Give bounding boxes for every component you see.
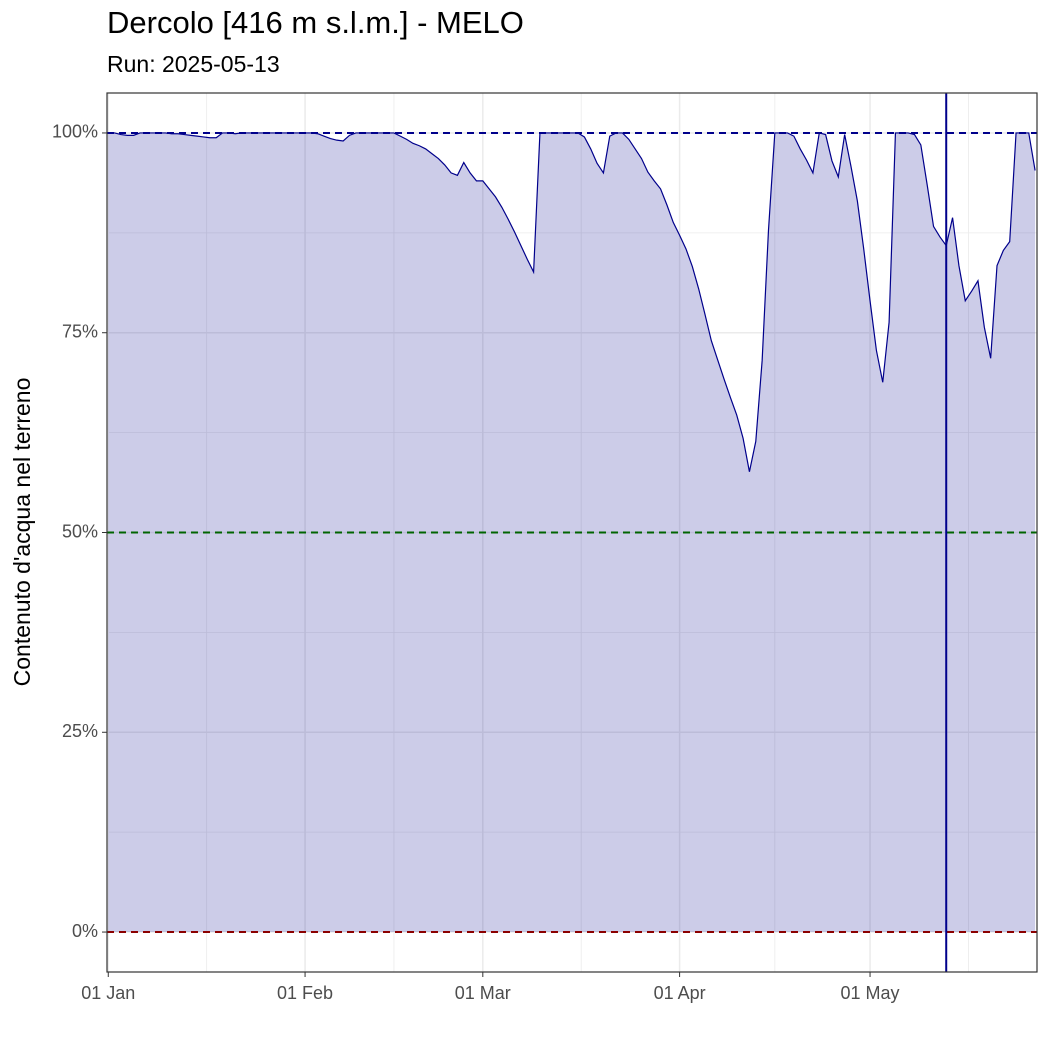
y-tick-label: 100% <box>52 122 98 142</box>
x-tick-label: 01 Mar <box>455 983 511 1003</box>
y-tick-label: 75% <box>62 321 98 341</box>
x-tick-label: 01 Apr <box>654 983 706 1003</box>
y-tick-label: 0% <box>72 921 98 941</box>
panel-border <box>106 92 1038 973</box>
x-tick-label: 01 Jan <box>81 983 135 1003</box>
y-tick-label: 50% <box>62 521 98 541</box>
x-tick-label: 01 May <box>841 983 900 1003</box>
x-tick-label: 01 Feb <box>277 983 333 1003</box>
y-axis-label: Contenuto d'acqua nel terreno <box>9 378 35 687</box>
area <box>108 132 1036 933</box>
chart-subtitle: Run: 2025-05-13 <box>107 51 280 77</box>
y-tick-label: 25% <box>62 721 98 741</box>
chart-title: Dercolo [416 m s.l.m.] - MELO <box>107 5 524 40</box>
line <box>108 132 1036 472</box>
